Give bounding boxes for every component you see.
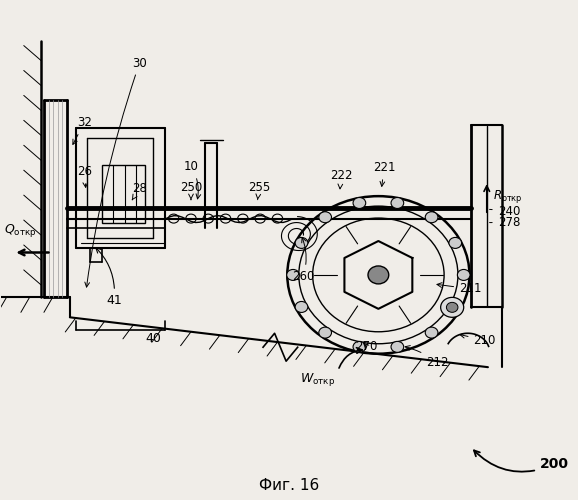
Circle shape (295, 238, 308, 248)
Circle shape (449, 302, 462, 312)
Text: 260: 260 (292, 238, 314, 283)
Circle shape (319, 212, 332, 222)
Text: 30: 30 (85, 56, 147, 287)
Text: 32: 32 (73, 116, 92, 144)
Circle shape (425, 212, 438, 222)
Circle shape (319, 327, 332, 338)
Circle shape (425, 327, 438, 338)
Text: 221: 221 (373, 161, 395, 186)
Text: 211: 211 (437, 282, 481, 296)
Text: 212: 212 (405, 346, 449, 368)
Circle shape (295, 302, 308, 312)
Circle shape (353, 342, 366, 352)
Circle shape (368, 266, 389, 284)
Text: 250: 250 (180, 181, 202, 200)
Text: 41: 41 (96, 248, 122, 307)
Text: 28: 28 (132, 182, 147, 200)
Circle shape (391, 342, 403, 352)
Text: 26: 26 (77, 165, 92, 188)
Circle shape (446, 302, 458, 312)
Text: 255: 255 (248, 181, 270, 200)
Circle shape (449, 238, 462, 248)
Text: 222: 222 (329, 169, 352, 189)
Text: 278: 278 (490, 216, 520, 229)
Text: 40: 40 (146, 332, 161, 345)
Text: 10: 10 (184, 160, 201, 199)
Text: 240: 240 (490, 204, 520, 218)
Text: $Q_{\rm откр}$: $Q_{\rm откр}$ (3, 222, 36, 239)
Circle shape (353, 198, 366, 208)
Text: Фиг. 16: Фиг. 16 (259, 478, 319, 493)
Circle shape (457, 270, 470, 280)
Text: 270: 270 (355, 340, 377, 352)
Text: 210: 210 (460, 334, 496, 346)
Bar (102, 165, 145, 222)
Text: $W_{\rm откр}$: $W_{\rm откр}$ (301, 371, 335, 388)
Circle shape (391, 198, 403, 208)
Text: 200: 200 (474, 450, 569, 471)
Circle shape (287, 270, 299, 280)
Text: $R_{\rm откр}$: $R_{\rm откр}$ (492, 188, 523, 204)
Circle shape (440, 298, 464, 318)
